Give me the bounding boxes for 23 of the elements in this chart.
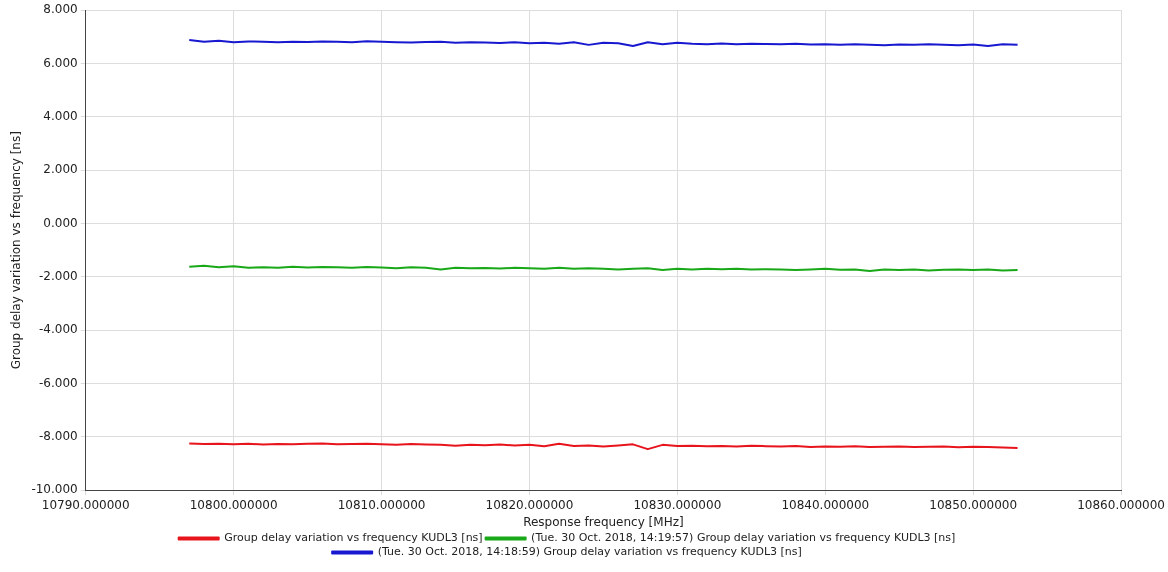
y-tick-label: -6.000: [39, 375, 78, 390]
legend-label: (Tue. 30 Oct. 2018, 14:19:57) Group delay variation vs frequency KUDL3 [ns]: [531, 531, 956, 545]
y-tick-label: 2.000: [43, 162, 78, 177]
x-tick-label: 10840.000000: [781, 497, 870, 512]
y-tick-label: -2.000: [39, 268, 78, 283]
x-tick-label: 10860.000000: [1077, 497, 1165, 512]
legend-label: (Tue. 30 Oct. 2018, 14:18:59) Group delay variation vs frequency KUDL3 [ns]: [377, 545, 802, 559]
x-tick-label: 10820.000000: [485, 497, 574, 512]
legend-label: Group delay variation vs frequency KUDL3 [ns]: [224, 531, 483, 545]
y-tick-label: 6.000: [43, 55, 78, 70]
y-tick-label: -4.000: [39, 322, 78, 337]
y-tick-label: -10.000: [31, 482, 78, 497]
y-tick-label: 8.000: [43, 2, 78, 17]
x-tick-label: 10790.000000: [41, 497, 130, 512]
y-axis-title: Group delay variation vs frequency [ns]: [9, 131, 24, 370]
x-tick-label: 10830.000000: [633, 497, 722, 512]
y-tick-label: 4.000: [43, 108, 78, 123]
x-tick-label: 10800.000000: [189, 497, 278, 512]
y-tick-label: 0.000: [43, 215, 78, 230]
y-tick-label: -8.000: [39, 428, 78, 443]
x-tick-label: 10850.000000: [929, 497, 1018, 512]
x-axis-title: Response frequency [MHz]: [523, 514, 684, 529]
x-tick-label: 10810.000000: [337, 497, 426, 512]
